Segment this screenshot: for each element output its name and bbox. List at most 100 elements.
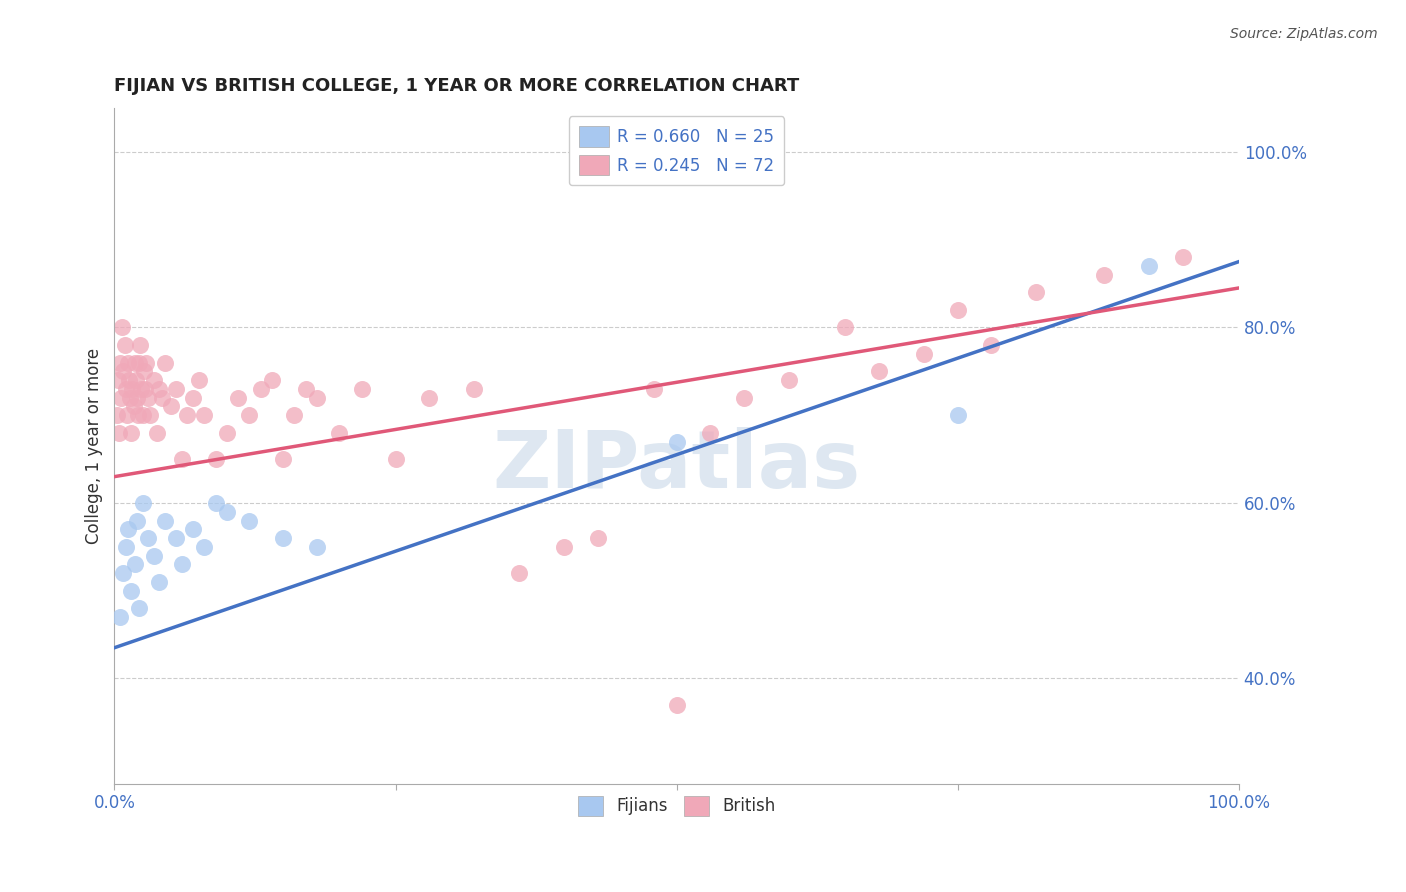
Point <box>170 558 193 572</box>
Legend: Fijians, British: Fijians, British <box>571 789 782 822</box>
Point <box>868 364 890 378</box>
Point <box>165 531 187 545</box>
Point <box>204 496 226 510</box>
Point <box>350 382 373 396</box>
Point <box>114 338 136 352</box>
Point <box>111 320 134 334</box>
Point <box>125 514 148 528</box>
Point <box>305 540 328 554</box>
Point <box>249 382 271 396</box>
Text: ZIPatlas: ZIPatlas <box>492 427 860 505</box>
Point <box>153 514 176 528</box>
Point <box>110 391 132 405</box>
Point <box>170 452 193 467</box>
Point <box>131 408 153 422</box>
Point <box>153 355 176 369</box>
Point <box>148 574 170 589</box>
Point <box>508 566 530 581</box>
Text: Source: ZipAtlas.com: Source: ZipAtlas.com <box>1230 27 1378 41</box>
Point <box>980 338 1002 352</box>
Point <box>114 382 136 396</box>
Point <box>193 540 215 554</box>
Point <box>136 391 159 405</box>
Point <box>271 531 294 545</box>
Point <box>1025 285 1047 300</box>
Point <box>117 522 139 536</box>
Point <box>193 408 215 422</box>
Point <box>148 382 170 396</box>
Point <box>463 382 485 396</box>
Point <box>215 425 238 440</box>
Point <box>115 408 138 422</box>
Point <box>107 373 129 387</box>
Y-axis label: College, 1 year or more: College, 1 year or more <box>86 348 103 544</box>
Point <box>238 408 260 422</box>
Point <box>305 391 328 405</box>
Point <box>108 610 131 624</box>
Point <box>778 373 800 387</box>
Point <box>146 425 169 440</box>
Point <box>733 391 755 405</box>
Point <box>260 373 283 387</box>
Point <box>131 496 153 510</box>
Point <box>418 391 440 405</box>
Point <box>134 382 156 396</box>
Point <box>128 355 150 369</box>
Point <box>125 391 148 405</box>
Point <box>834 320 856 334</box>
Point <box>131 382 153 396</box>
Point <box>128 601 150 615</box>
Point <box>271 452 294 467</box>
Point <box>136 531 159 545</box>
Point <box>117 355 139 369</box>
Point <box>176 408 198 422</box>
Point <box>165 382 187 396</box>
Point <box>108 355 131 369</box>
Point <box>120 583 142 598</box>
Point <box>187 373 209 387</box>
Point <box>328 425 350 440</box>
Point <box>204 452 226 467</box>
Point <box>121 382 143 396</box>
Point <box>1171 250 1194 264</box>
Point <box>135 355 157 369</box>
Point <box>181 391 204 405</box>
Point <box>132 364 155 378</box>
Point <box>226 391 249 405</box>
Point <box>108 425 131 440</box>
Point <box>946 302 969 317</box>
Point <box>150 391 173 405</box>
Point <box>120 391 142 405</box>
Point <box>122 400 145 414</box>
Point <box>159 400 181 414</box>
Point <box>215 505 238 519</box>
Point <box>125 373 148 387</box>
Point <box>112 566 135 581</box>
Point <box>238 514 260 528</box>
Point <box>665 698 688 712</box>
Point <box>294 382 316 396</box>
Point <box>124 558 146 572</box>
Point <box>124 355 146 369</box>
Point <box>1137 259 1160 273</box>
Point <box>127 408 149 422</box>
Point <box>946 408 969 422</box>
Text: FIJIAN VS BRITISH COLLEGE, 1 YEAR OR MORE CORRELATION CHART: FIJIAN VS BRITISH COLLEGE, 1 YEAR OR MOR… <box>114 78 800 95</box>
Point <box>118 373 141 387</box>
Point <box>553 540 575 554</box>
Point <box>384 452 406 467</box>
Point <box>139 408 162 422</box>
Point <box>643 382 665 396</box>
Point <box>912 347 935 361</box>
Point <box>665 434 688 449</box>
Point <box>181 522 204 536</box>
Point <box>105 408 128 422</box>
Point <box>699 425 721 440</box>
Point <box>120 425 142 440</box>
Point <box>1092 268 1115 282</box>
Point <box>142 373 165 387</box>
Point <box>112 364 135 378</box>
Point <box>283 408 305 422</box>
Point <box>586 531 609 545</box>
Point <box>114 540 136 554</box>
